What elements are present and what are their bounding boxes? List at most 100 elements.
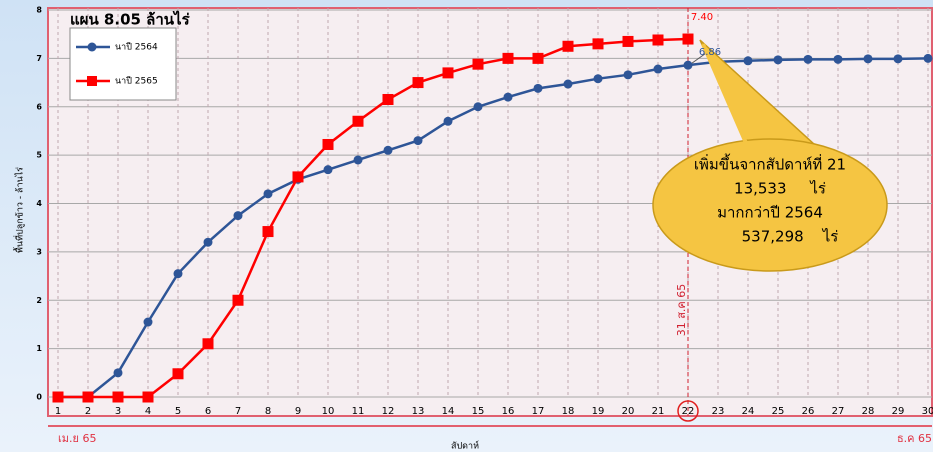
callout-text: มากกว่าปี 2564 [717,204,823,222]
marker [863,54,873,64]
marker [142,391,154,403]
marker [593,74,603,84]
x-tick-label: 15 [472,406,485,417]
y-tick-label: 3 [36,247,42,256]
x-tick-label: 16 [502,406,515,417]
marker [323,165,333,175]
legend-box [69,27,177,101]
marker [743,56,753,66]
x-tick-label: 28 [862,406,875,417]
marker [652,34,664,46]
marker [503,92,513,102]
legend-label: นาปี 2564 [115,42,158,53]
x-tick-label: 30 [922,406,933,417]
marker [472,58,484,70]
x-tick-label: 3 [115,406,121,417]
marker [562,40,574,52]
marker [322,138,334,150]
value-label: 7.40 [691,12,713,23]
x-tick-label: 4 [145,406,151,417]
y-tick-label: 7 [36,54,42,63]
x-tick-label: 8 [265,406,271,417]
x-tick-label: 29 [892,406,905,417]
legend-label: นาปี 2565 [115,76,158,87]
y-axis-label: พื้นที่ปลูกข้าว - ล้านไร่ [13,167,26,253]
marks [52,33,933,403]
marker [833,54,843,64]
marker [82,391,94,403]
marker [202,338,214,350]
y-tick-label: 6 [36,102,42,111]
x-tick-label: 20 [622,406,635,417]
callout-text: 537,298 ไร่ [742,228,839,246]
marker [232,294,244,306]
marker [502,52,514,64]
x-tick-label: 13 [412,406,425,417]
x-start-label: เม.ย 65 [58,432,96,445]
callout: เพิ่มขึ้นจากสัปดาห์ที่ 21 13,533 ไร่มากกว… [652,39,888,272]
marker [893,54,903,64]
x-tick-label: 11 [352,406,365,417]
marker [353,155,363,165]
marker [383,145,393,155]
x-tick-label: 23 [712,406,725,417]
marker [592,38,604,50]
x-tick-label: 6 [205,406,211,417]
x-tick-label: 17 [532,406,545,417]
y-tick-label: 1 [36,344,42,353]
marker [412,77,424,89]
chart-title: แผน 8.05 ล้านไร่ [70,10,191,29]
series-line [58,37,689,399]
marker [653,64,663,74]
marker [203,237,213,247]
series-line [58,57,929,399]
x-tick-label: 1 [55,406,61,417]
x-tick-label: 25 [772,406,785,417]
marker [923,53,933,63]
x-tick-label: 19 [592,406,605,417]
callout-text: 13,533 ไร่ [734,180,826,198]
callout-join [701,43,813,150]
marker [773,55,783,65]
callout-text: เพิ่มขึ้นจากสัปดาห์ที่ 21 [694,154,846,174]
value-label: 6.86 [699,47,721,58]
legend-marker [87,76,97,86]
y-tick-label: 8 [36,6,42,15]
marker [533,83,543,93]
y-tick-label: 2 [36,296,42,305]
x-tick-label: 26 [802,406,815,417]
marker [113,368,123,378]
marker [563,79,573,89]
marker [172,368,184,380]
x-tick-label: 24 [742,406,755,417]
marker [413,136,423,146]
x-tick-label: 7 [235,406,241,417]
marker [112,391,124,403]
y-tick-label: 0 [36,393,42,402]
marker [143,317,153,327]
x-end-label: ธ.ค 65 [897,432,932,445]
marker [682,33,694,45]
y-tick-label: 5 [36,151,42,160]
marker [803,54,813,64]
x-tick-label: 12 [382,406,395,417]
marker [262,226,274,238]
marker [52,391,64,403]
legend-marker [87,42,97,52]
marker [382,93,394,105]
marker [352,115,364,127]
marker [233,211,243,221]
marker [443,116,453,126]
x-tick-label: 18 [562,406,575,417]
marker-label: 31 ส.ค 65 [675,284,688,337]
x-tick-label: 2 [85,406,91,417]
marker [442,67,454,79]
x-tick-label: 21 [652,406,665,417]
x-tick-label: 14 [442,406,455,417]
x-tick-label: 9 [295,406,301,417]
marker [263,189,273,199]
marker [173,269,183,279]
label-leader [691,52,707,64]
callout-bubble [652,138,888,272]
